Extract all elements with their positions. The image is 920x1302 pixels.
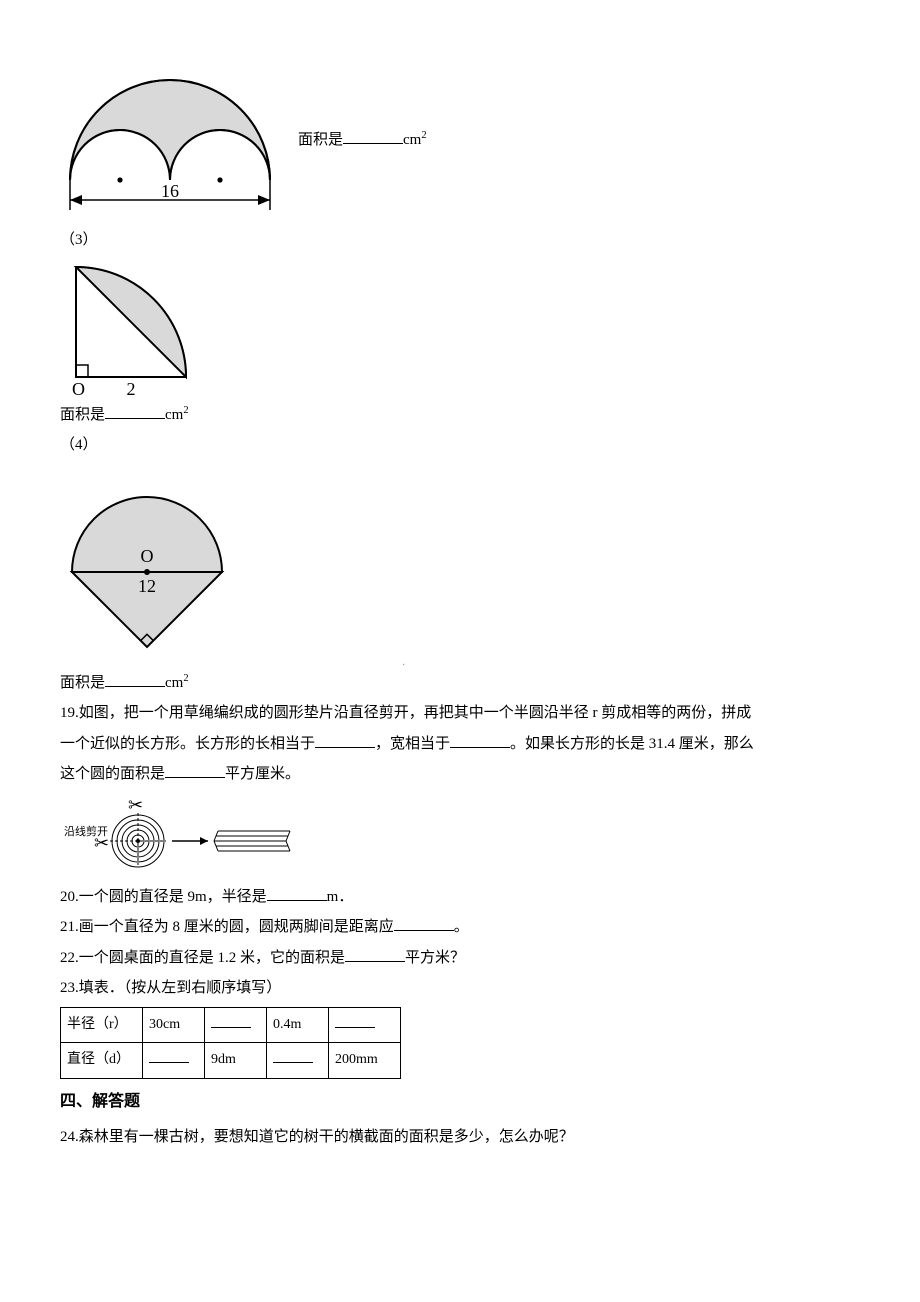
- table-blank: [149, 1051, 189, 1064]
- table-blank: [211, 1015, 251, 1028]
- figure-2-caption: 面积是 cm2: [298, 126, 427, 155]
- figure-3-caption: 面积是 cm2: [60, 401, 860, 430]
- q19-e: 这个圆的面积是: [60, 766, 165, 782]
- q22: 22.一个圆桌面的直径是 1.2 米，它的面积是 平方米？: [60, 944, 860, 973]
- q19-blank1: [315, 731, 375, 748]
- cell-blank-wrap: [329, 1007, 401, 1043]
- page-mark: ·: [402, 656, 405, 675]
- section-4-title: 四、解答题: [60, 1087, 860, 1117]
- figure-4-num: （4）: [60, 431, 860, 460]
- q19-blank2: [450, 731, 510, 748]
- figure-3-svg: O 2: [60, 257, 200, 399]
- figure-3-sup: 2: [183, 405, 188, 416]
- q21: 21.画一个直径为 8 厘米的圆，圆规两脚间是距离应 。: [60, 913, 860, 942]
- table-row: 直径（d） 9dm 200mm: [61, 1043, 401, 1079]
- q23-num: 23.: [60, 980, 79, 996]
- figure-2-sup: 2: [421, 130, 426, 141]
- cell: 30cm: [143, 1007, 205, 1043]
- q22-blank: [345, 945, 405, 962]
- q20-a: 一个圆的直径是 9m，半径是: [79, 889, 267, 905]
- cell-blank-wrap: [267, 1043, 329, 1079]
- q19-blank3: [165, 762, 225, 779]
- cell: 9dm: [205, 1043, 267, 1079]
- q19-line2: 一个近似的长方形。长方形的长相当于 ，宽相当于 。如果长方形的长是 31.4 厘米，…: [60, 730, 860, 759]
- figure-3-unit: cm: [165, 407, 183, 423]
- q21-num: 21.: [60, 919, 79, 935]
- q20: 20.一个圆的直径是 9m，半径是 m．: [60, 883, 860, 912]
- q20-b: m．: [327, 889, 354, 905]
- figure-4-sup: 2: [183, 673, 188, 684]
- figure-4-svg: O 12: [60, 462, 235, 667]
- q24: 24.森林里有一棵古树，要想知道它的树干的横截面的面积是多少，怎么办呢？: [60, 1123, 860, 1152]
- q21-a: 画一个直径为 8 厘米的圆，圆规两脚间是距离应: [79, 919, 394, 935]
- cell-r-label: 半径（r）: [61, 1007, 143, 1043]
- table-row: 半径（r） 30cm 0.4m: [61, 1007, 401, 1043]
- figure-2-prefix: 面积是: [298, 132, 343, 148]
- q21-b: 。: [454, 919, 469, 935]
- figure-4-dim: 12: [138, 576, 156, 596]
- figure-3-blank: [105, 402, 165, 419]
- q19-d: 。如果长方形的长是 31.4 厘米，那么: [510, 736, 754, 752]
- q20-num: 20.: [60, 889, 79, 905]
- figure-4-unit: cm: [165, 675, 183, 691]
- q24-text: 森林里有一棵古树，要想知道它的树干的横截面的面积是多少，怎么办呢？: [79, 1129, 574, 1145]
- q19-scissors-left-icon: ✂: [94, 833, 109, 853]
- figure-4-blank: [105, 670, 165, 687]
- q23-text: 23.填表．（按从左到右顺序填写）: [60, 974, 860, 1003]
- q19-b: 一个近似的长方形。长方形的长相当于: [60, 736, 315, 752]
- figure-2-blank: [343, 127, 403, 144]
- q23-t: 填表．（按从左到右顺序填写）: [79, 980, 282, 996]
- figure-3-dim: 2: [127, 379, 136, 399]
- cell-blank-wrap: [205, 1007, 267, 1043]
- q19-scissors-top-icon: ✂: [128, 795, 143, 815]
- cell-d-label: 直径（d）: [61, 1043, 143, 1079]
- q19-a: 如图，把一个用草绳编织成的圆形垫片沿直径剪开，再把其中一个半圆沿半径 r 剪成相…: [79, 705, 752, 721]
- figure-2-unit: cm: [403, 132, 421, 148]
- cell-blank-wrap: [143, 1043, 205, 1079]
- table-blank: [273, 1051, 313, 1064]
- figure-3-num: （3）: [60, 226, 860, 255]
- cell: 200mm: [329, 1043, 401, 1079]
- q22-a: 一个圆桌面的直径是 1.2 米，它的面积是: [79, 950, 345, 966]
- table-blank: [335, 1015, 375, 1028]
- q19-line3: 这个圆的面积是 平方厘米。: [60, 760, 860, 789]
- figure-3-origin: O: [72, 379, 85, 399]
- q19-line1: 19.如图，把一个用草绳编织成的圆形垫片沿直径剪开，再把其中一个半圆沿半径 r …: [60, 699, 860, 728]
- q21-blank: [394, 915, 454, 932]
- q24-num: 24.: [60, 1129, 79, 1145]
- q19-svg: 沿线剪开 ✂ ✂: [60, 793, 300, 881]
- cell: 0.4m: [267, 1007, 329, 1043]
- figure-4-center: O: [141, 546, 154, 566]
- q22-b: 平方米？: [405, 950, 465, 966]
- q19-f: 平方厘米。: [225, 766, 300, 782]
- q23-table: 半径（r） 30cm 0.4m 直径（d） 9dm 200mm: [60, 1007, 401, 1079]
- q22-num: 22.: [60, 950, 79, 966]
- figure-2-row: 16 面积是 cm2: [60, 70, 860, 220]
- q20-blank: [267, 884, 327, 901]
- figure-4-caption: 面积是 cm2: [60, 669, 860, 698]
- figure-4-prefix: 面积是: [60, 675, 105, 691]
- figure-2-svg: 16: [60, 70, 282, 220]
- q19-num: 19.: [60, 705, 79, 721]
- figure-3-prefix: 面积是: [60, 407, 105, 423]
- figure-2-dim: 16: [161, 181, 179, 201]
- q19-c: ，宽相当于: [375, 736, 450, 752]
